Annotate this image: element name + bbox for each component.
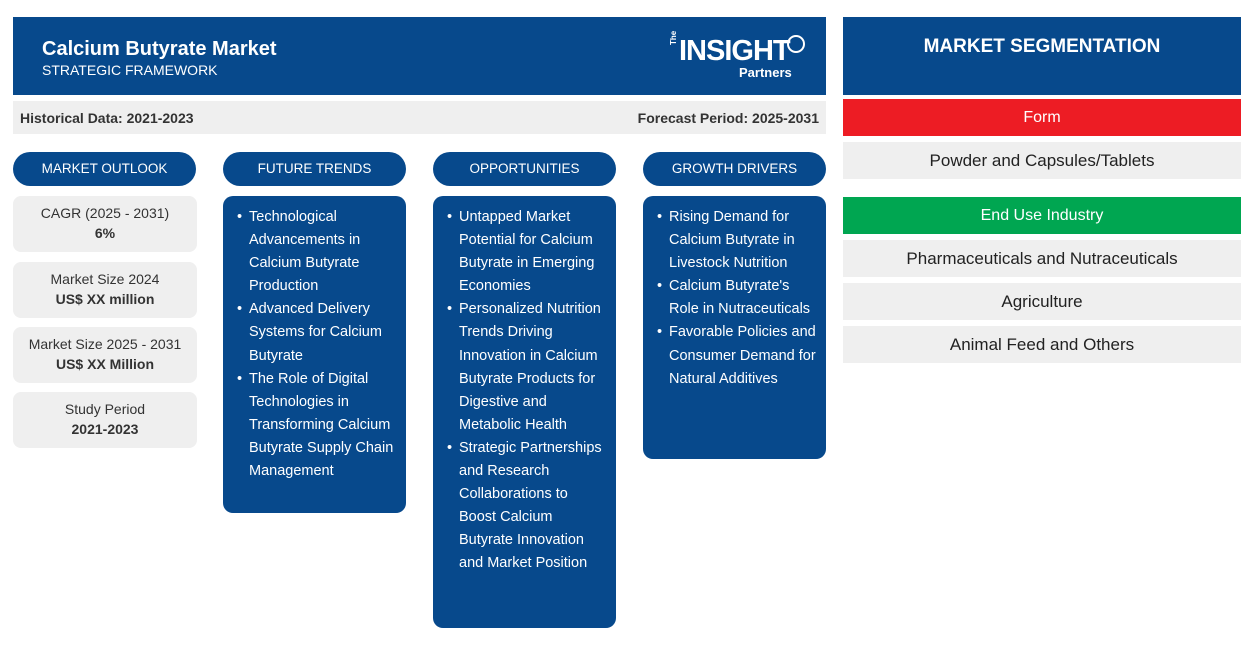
segment-form-heading: Form	[843, 99, 1241, 136]
segment-end-use-item: Animal Feed and Others	[843, 326, 1241, 363]
report-title: Calcium Butyrate Market	[42, 38, 277, 60]
report-subtitle: STRATEGIC FRAMEWORK	[42, 62, 218, 78]
future-trends-heading: FUTURE TRENDS	[223, 152, 406, 186]
market-segmentation-heading: MARKET SEGMENTATION	[843, 17, 1241, 95]
segment-form-item: Powder and Capsules/Tablets	[843, 142, 1241, 179]
stat-label: CAGR (2025 - 2031)	[40, 205, 170, 221]
opportunities-heading: OPPORTUNITIES	[433, 152, 616, 186]
logo-insight: INSIGHT	[679, 35, 791, 67]
list-item: Favorable Policies and Consumer Demand f…	[657, 321, 816, 390]
insight-partners-logo: The INSIGHT Partners	[667, 31, 807, 80]
future-trends-panel: Technological Advancements in Calcium Bu…	[223, 196, 406, 513]
growth-drivers-list: Rising Demand for Calcium Butyrate in Li…	[657, 206, 816, 391]
list-item: Untapped Market Potential for Calcium Bu…	[447, 206, 606, 298]
growth-drivers-panel: Rising Demand for Calcium Butyrate in Li…	[643, 196, 826, 459]
list-item: Technological Advancements in Calcium Bu…	[237, 206, 396, 298]
list-item: Rising Demand for Calcium Butyrate in Li…	[657, 206, 816, 275]
list-item: Personalized Nutrition Trends Driving In…	[447, 298, 606, 437]
stat-value: US$ XX million	[55, 291, 155, 307]
stat-value: 2021-2023	[71, 421, 139, 437]
stat-value: US$ XX Million	[55, 356, 154, 372]
list-item: Calcium Butyrate's Role in Nutraceutical…	[657, 275, 816, 321]
logo-partners: Partners	[739, 65, 792, 80]
stat-study-period: Study Period 2021-2023	[13, 392, 197, 448]
list-item: Strategic Partnerships and Research Coll…	[447, 437, 606, 576]
stat-market-size-2024: Market Size 2024 US$ XX million	[13, 262, 197, 318]
segment-end-use-item: Agriculture	[843, 283, 1241, 320]
logo-ring-icon	[787, 35, 805, 53]
report-header: Calcium Butyrate Market STRATEGIC FRAMEW…	[13, 17, 826, 95]
list-item: The Role of Digital Technologies in Tran…	[237, 368, 396, 483]
forecast-period: Forecast Period: 2025-2031	[637, 110, 819, 126]
period-bar: Historical Data: 2021-2023 Forecast Peri…	[13, 101, 826, 134]
list-item: Advanced Delivery Systems for Calcium Bu…	[237, 298, 396, 367]
stat-label: Study Period	[64, 401, 146, 417]
market-outlook-heading: MARKET OUTLOOK	[13, 152, 196, 186]
stat-label: Market Size 2024	[50, 271, 160, 287]
segment-end-use-heading: End Use Industry	[843, 197, 1241, 234]
logo-the: The	[669, 30, 678, 45]
stat-market-size-forecast: Market Size 2025 - 2031 US$ XX Million	[13, 327, 197, 383]
opportunities-panel: Untapped Market Potential for Calcium Bu…	[433, 196, 616, 628]
opportunities-list: Untapped Market Potential for Calcium Bu…	[447, 206, 606, 576]
stat-label: Market Size 2025 - 2031	[28, 336, 182, 352]
future-trends-list: Technological Advancements in Calcium Bu…	[237, 206, 396, 483]
stat-cagr: CAGR (2025 - 2031) 6%	[13, 196, 197, 252]
historical-data: Historical Data: 2021-2023	[20, 110, 194, 126]
stat-value: 6%	[94, 225, 116, 241]
segment-end-use-item: Pharmaceuticals and Nutraceuticals	[843, 240, 1241, 277]
growth-drivers-heading: GROWTH DRIVERS	[643, 152, 826, 186]
